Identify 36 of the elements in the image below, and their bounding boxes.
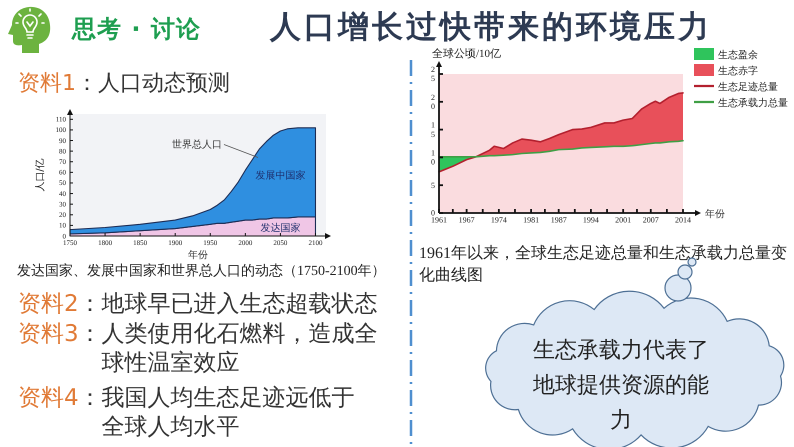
x-tick-label: 2001: [615, 216, 632, 225]
x-axis-title: 年份: [188, 249, 208, 261]
annotation: 世界总人口: [172, 138, 222, 150]
legend-label: 生态赤字: [718, 65, 758, 77]
x-tick-label: 1981: [523, 216, 540, 225]
legend-label: 生态盈余: [718, 49, 758, 61]
legend-label: 生态承载力总量: [718, 97, 788, 109]
text: 资料2：地球早已进入生态超载状态: [18, 290, 379, 319]
text: 人口增长过快带来的环境压力: [270, 8, 712, 47]
y-tick-label: 2 5: [431, 64, 435, 84]
y-tick-label: 1 0: [431, 148, 435, 167]
x-axis-title: 年份: [705, 208, 725, 220]
text: 发达国家、发展中国家和世界总人口的动态（1750-2100年）: [17, 263, 387, 281]
x-tick-label: 2014: [675, 216, 691, 225]
y-tick-label: 5: [431, 180, 435, 190]
x-tick-label: 1987: [550, 216, 567, 225]
text: 资料4：我国人均生态足迹远低于全球人均水平: [18, 384, 356, 442]
y-tick-label: 1 5: [431, 120, 435, 139]
x-tick-label: 2007: [642, 216, 659, 225]
x-tick-label: 1974: [490, 216, 507, 225]
x-tick-label: 1961: [431, 216, 447, 225]
series-label: 发达国家: [260, 222, 300, 234]
y-tick-label: 0: [431, 208, 435, 218]
y-tick-label: 2 0: [431, 92, 435, 111]
chart-title: 资料1：人口动态预测: [18, 70, 230, 98]
legend-label: 生态足迹总量: [718, 81, 778, 93]
text: 生态承载力代表了地球提供资源的能力: [532, 337, 710, 435]
y-axis-title: 人口/亿: [35, 158, 46, 192]
text: 资料3：人类使用化石燃料，造成全球性温室效应: [18, 320, 379, 378]
text: 思考 · 讨论: [72, 14, 201, 45]
x-tick-label: 1994: [582, 216, 599, 225]
x-tick-label: 1967: [458, 216, 475, 225]
y-axis-title: 全球公顷/10亿: [432, 47, 502, 60]
text: 1961年以来，全球生态足迹总量和生态承载力总量变化曲线图: [419, 244, 788, 286]
series-label: 发展中国家: [255, 169, 306, 182]
line-series: [438, 92, 684, 173]
